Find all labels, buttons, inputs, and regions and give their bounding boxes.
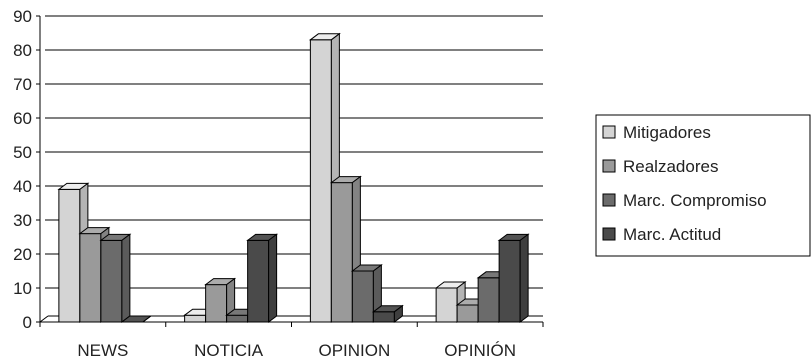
- y-tick-label: 80: [13, 41, 32, 60]
- y-tick-label: 30: [13, 211, 32, 230]
- bar-front: [58, 188, 81, 323]
- bar-marc-actitud-opinion: [371, 304, 404, 323]
- y-tick-label: 40: [13, 177, 32, 196]
- x-category-label: OPINIÓN: [444, 341, 516, 360]
- legend-label: Realzadores: [623, 157, 718, 176]
- x-category-label: NEWS: [77, 341, 128, 360]
- bar-side: [268, 233, 278, 323]
- x-category-label: NOTICIA: [194, 341, 264, 360]
- bar-marc-actitud-news: [120, 315, 153, 323]
- bar-side: [393, 304, 403, 323]
- bar-front: [247, 239, 270, 323]
- bar-marc-compromiso-news: [99, 233, 132, 323]
- legend-swatch: [602, 159, 616, 173]
- bars: [57, 32, 530, 323]
- legend: Mitigadores Realzadores Marc. Compromiso Ma…: [595, 114, 811, 257]
- legend-label: Mitigadores: [623, 123, 711, 142]
- bar-front: [372, 311, 395, 323]
- legend-label: Marc. Compromiso: [623, 191, 767, 210]
- x-category-labels: NEWS NOTICIA OPINION OPINIÓN: [77, 341, 516, 360]
- y-tick-label: 50: [13, 143, 32, 162]
- legend-swatch: [602, 193, 616, 207]
- bar-front: [100, 239, 123, 323]
- bar-front: [184, 314, 207, 323]
- bar-marc-actitud-noticia: [246, 233, 279, 323]
- bar-front: [351, 270, 374, 323]
- y-tick-labels: 0 10 20 30 40 50 60 70 80 90: [13, 7, 32, 332]
- legend-label: Marc. Actitud: [623, 225, 721, 244]
- floor-edge-left: [39, 315, 49, 323]
- bar-front: [477, 277, 500, 323]
- y-tick-label: 90: [13, 7, 32, 26]
- bar-front: [330, 182, 353, 323]
- legend-swatch: [602, 227, 616, 241]
- y-tick-label: 0: [23, 313, 32, 332]
- bar-front: [205, 284, 228, 323]
- bar-front: [79, 233, 102, 323]
- bar-marc-compromiso-opinion: [350, 264, 383, 323]
- y-tick-label: 70: [13, 75, 32, 94]
- bar-front: [309, 39, 332, 323]
- y-tick-label: 60: [13, 109, 32, 128]
- bar-front: [226, 314, 249, 323]
- bar-side: [121, 233, 131, 323]
- legend-swatch: [602, 125, 616, 139]
- y-tick-label: 10: [13, 279, 32, 298]
- bar-side: [142, 315, 152, 323]
- legend-box: [595, 114, 811, 257]
- y-tick-label: 20: [13, 245, 32, 264]
- bar-front: [435, 287, 458, 323]
- bar-front: [456, 304, 479, 323]
- bar-front: [498, 239, 521, 323]
- bar-marc-actitud-opinión: [497, 233, 530, 323]
- x-category-label: OPINION: [318, 341, 390, 360]
- bar-side: [519, 233, 529, 323]
